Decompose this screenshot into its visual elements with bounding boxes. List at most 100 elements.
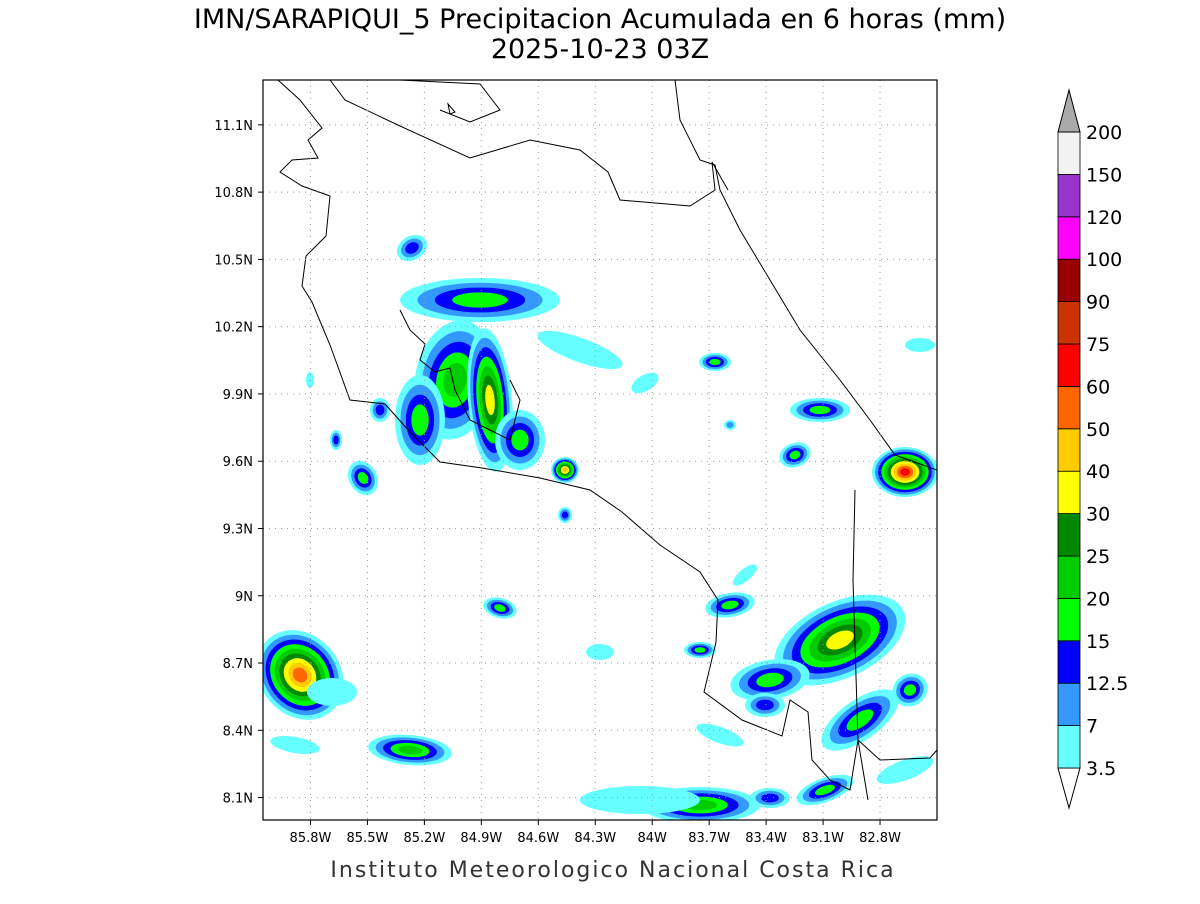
colorbar-segment — [1057, 640, 1081, 684]
y-tick-label: 9N — [235, 590, 253, 605]
precip-area — [789, 450, 801, 460]
precip-area — [452, 292, 508, 308]
x-tick-label: 84W — [638, 831, 668, 846]
precip-area — [846, 709, 874, 731]
precip-area — [815, 784, 835, 796]
colorbar: 3.5 7 12.5 15 20 25 30 40 50 60 75 90 100 120 150 200 — [1057, 88, 1128, 810]
precip-area — [826, 630, 854, 650]
coastline — [852, 489, 869, 801]
precip-area — [511, 429, 529, 451]
x-tick-label: 85.5W — [347, 831, 389, 846]
precip-area — [726, 421, 734, 429]
y-tick-label: 10.2N — [214, 321, 253, 336]
x-tick-label: 84.3W — [574, 831, 616, 846]
y-tick-label: 10.8N — [214, 186, 253, 201]
precip-area — [537, 330, 623, 370]
colorbar-label: 20 — [1086, 588, 1110, 610]
coastline — [399, 80, 501, 123]
precip-area — [411, 404, 429, 436]
colorbar-label: 120 — [1086, 207, 1122, 229]
colorbar-segment — [1057, 555, 1081, 599]
precip-area — [292, 667, 308, 683]
colorbar-segment — [1057, 385, 1081, 430]
colorbar-label: 40 — [1086, 461, 1110, 483]
y-tick-label: 9.6N — [223, 455, 253, 470]
precip-area — [696, 723, 744, 747]
precip-area — [398, 745, 422, 755]
precip-area — [756, 672, 784, 688]
colorbar-label: 30 — [1086, 504, 1110, 526]
map-layer — [263, 80, 937, 820]
subtitle: 2025-10-23 03Z — [491, 34, 709, 65]
precip-area — [876, 756, 934, 784]
title: IMN/SARAPIQUI_5 Precipitacion Acumulada … — [194, 4, 1006, 35]
colorbar-segment — [1057, 428, 1081, 472]
precip-area — [307, 678, 357, 706]
colorbar-segment — [1057, 470, 1081, 515]
colorbar-label: 75 — [1086, 334, 1110, 356]
precip-area — [756, 699, 774, 711]
coastline — [329, 80, 729, 207]
x-tick-label: 84.9W — [460, 831, 502, 846]
y-tick-label: 9.3N — [223, 522, 253, 537]
colorbar-segment — [1057, 598, 1081, 642]
x-tick-label: 84.6W — [517, 831, 559, 846]
precip-area — [732, 564, 758, 586]
colorbar-label: 100 — [1086, 249, 1122, 271]
colorbar-label: 200 — [1086, 122, 1122, 144]
x-tick-label: 85.2W — [403, 831, 445, 846]
colorbar-segment — [1057, 343, 1081, 387]
precip-area — [375, 404, 385, 416]
colorbar-segment — [1057, 725, 1081, 769]
precip-area — [903, 684, 917, 696]
precip-area — [586, 644, 614, 660]
colorbar-segment — [1057, 131, 1081, 175]
colorbar-label: 60 — [1086, 376, 1110, 398]
y-tick-label: 10.5N — [214, 253, 253, 268]
precip-area — [561, 511, 569, 519]
coastline — [447, 102, 456, 115]
colorbar-segment — [1057, 216, 1081, 260]
map: 85.8W 85.5W 85.2W 84.9W 84.6W 84.3W 84W 83.7W 83… — [214, 79, 938, 846]
precip-area — [405, 242, 419, 254]
precip-area — [270, 736, 320, 754]
precip-area — [721, 600, 739, 610]
colorbar-triangle — [1057, 767, 1081, 810]
y-tick-label: 8.7N — [223, 657, 253, 672]
colorbar-label: 150 — [1086, 164, 1122, 186]
colorbar-label: 3.5 — [1086, 758, 1116, 780]
x-tick-label: 82.8W — [859, 831, 901, 846]
y-tick-label: 9.9N — [223, 388, 253, 403]
precip-area — [333, 435, 339, 445]
x-tick-label: 83.4W — [745, 831, 787, 846]
precip-area — [809, 405, 831, 415]
colorbar-segment — [1057, 301, 1081, 345]
colorbar-label: 25 — [1086, 546, 1110, 568]
precip-area — [485, 384, 495, 416]
footer: Instituto Meteorologico Nacional Costa R… — [330, 858, 895, 883]
precip-area — [900, 468, 910, 476]
precip-area — [494, 604, 506, 612]
precip-area — [905, 338, 935, 352]
precip-area — [631, 372, 659, 394]
x-tick-label: 83.1W — [802, 831, 844, 846]
coastline — [399, 309, 521, 441]
precip-area — [357, 472, 369, 484]
colorbar-label: 15 — [1086, 631, 1110, 653]
colorbar-segment — [1057, 682, 1081, 727]
map-frame — [262, 79, 938, 821]
precip-area — [761, 793, 779, 803]
coastline — [674, 80, 937, 471]
precip-area — [580, 786, 700, 814]
x-tick-label: 85.8W — [290, 831, 332, 846]
colorbar-label: 90 — [1086, 292, 1110, 314]
colorbar-label: 50 — [1086, 419, 1110, 441]
colorbar-triangle — [1057, 88, 1081, 133]
colorbar-segment — [1057, 513, 1081, 557]
precip-area — [443, 363, 467, 397]
y-tick-label: 8.4N — [223, 724, 253, 739]
precip-area — [694, 647, 706, 653]
colorbar-segment — [1057, 173, 1081, 218]
y-tick-label: 11.1N — [214, 119, 253, 134]
